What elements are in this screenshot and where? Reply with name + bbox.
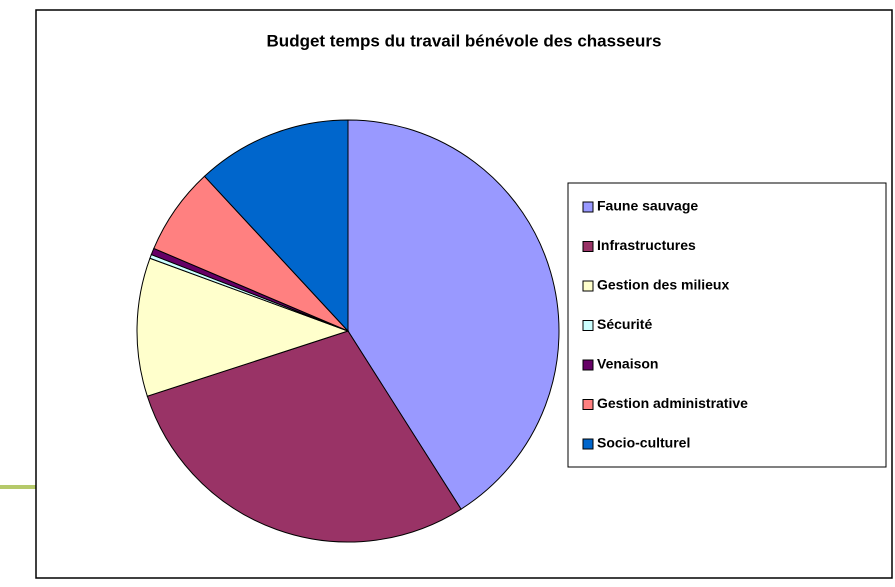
legend-swatch <box>582 280 594 292</box>
legend-label: Socio-culturel <box>597 435 690 451</box>
pie-slice <box>136 257 350 397</box>
pie-slice <box>203 119 349 333</box>
pie-slice <box>146 330 462 543</box>
legend-label: Venaison <box>597 356 658 372</box>
legend <box>567 182 887 468</box>
legend-swatch <box>582 320 594 331</box>
legend-swatch <box>582 359 594 371</box>
legend-swatch <box>582 201 594 213</box>
legend-swatch <box>582 438 594 450</box>
legend-label: Faune sauvage <box>597 198 698 214</box>
legend-swatch <box>582 241 594 252</box>
chart-title: Budget temps du travail bénévole des cha… <box>267 31 662 50</box>
pie-slice <box>347 119 560 510</box>
legend-label: Infrastructures <box>597 237 696 253</box>
legend-swatch <box>582 399 594 410</box>
legend-label: Gestion administrative <box>597 395 748 411</box>
legend-label: Sécurité <box>597 316 652 332</box>
legend-label: Gestion des milieux <box>597 277 729 293</box>
